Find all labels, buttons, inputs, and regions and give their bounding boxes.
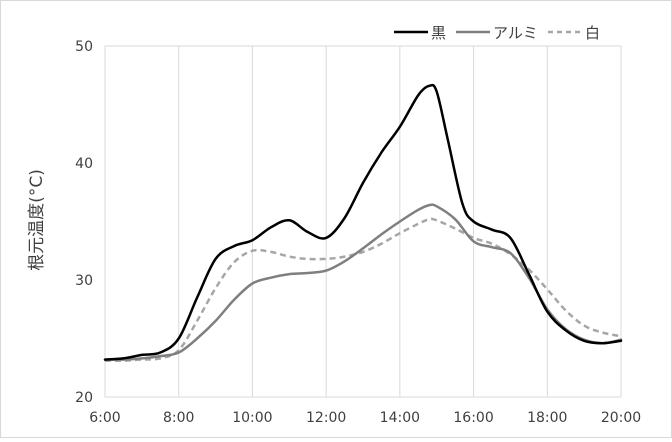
series-line-2 [104,217,622,363]
x-tick-label: 12:00 [306,410,346,426]
y-tick-label: 50 [75,39,93,55]
plot-area [104,45,622,398]
legend-label-0: 黒 [431,24,446,42]
x-tick-label: 16:00 [453,410,493,426]
x-tick-label: 10:00 [232,410,272,426]
legend: 黒 アルミ 白 [394,24,600,42]
series-lines [103,83,623,363]
series-line-1 [103,203,623,361]
y-tick-label: 30 [75,273,93,289]
axes: 6:00 8:00 10:00 12:00 14:00 16:00 18:00 20:00 20… [75,39,641,426]
x-tick-label: 6:00 [89,410,120,426]
x-tick-label: 18:00 [527,410,567,426]
y-axis-label: 根元温度(°C) [27,169,47,271]
legend-label-2: 白 [585,24,600,42]
legend-label-1: アルミ [493,24,538,42]
x-tick-label: 8:00 [163,410,194,426]
y-tick-label: 40 [75,156,93,172]
x-tick-label: 20:00 [601,410,641,426]
series-line-0 [103,83,623,361]
y-tick-label: 20 [75,390,93,406]
x-tick-label: 14:00 [380,410,420,426]
